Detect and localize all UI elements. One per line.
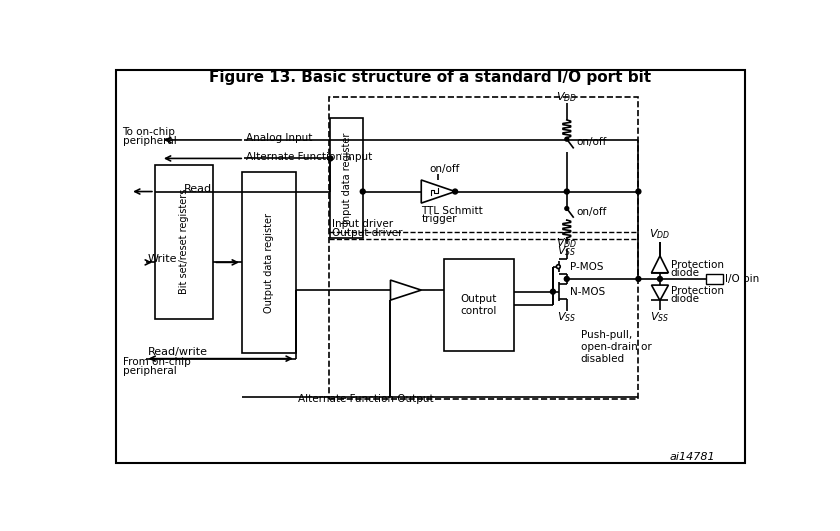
Text: From on-chip: From on-chip [123,357,190,367]
Text: Read: Read [184,184,213,194]
Circle shape [360,189,365,194]
Text: Figure 13. Basic structure of a standard I/O port bit: Figure 13. Basic structure of a standard… [209,70,652,85]
Polygon shape [422,180,455,203]
Bar [155,165,213,319]
Circle shape [564,137,569,141]
Text: diode: diode [671,268,700,278]
Circle shape [564,207,569,210]
Circle shape [658,277,663,281]
Text: $V_{DD}$: $V_{DD}$ [556,236,577,250]
Text: $V_{SS}$: $V_{SS}$ [557,310,576,324]
Text: N-MOS: N-MOS [570,287,605,297]
Text: trigger: trigger [422,215,457,224]
Text: Bit set/reset registers: Bit set/reset registers [179,189,189,294]
Circle shape [453,189,458,194]
Bar [330,118,363,238]
Bar [329,97,638,399]
Text: Protection: Protection [671,286,724,296]
Text: Input driver: Input driver [332,219,393,229]
Text: Input data register: Input data register [342,132,352,224]
Text: Protection: Protection [671,260,724,270]
Text: diode: diode [671,294,700,304]
Text: on/off: on/off [576,137,606,147]
Text: Write: Write [148,253,177,263]
Text: Read/write: Read/write [148,347,208,357]
Text: Output data register: Output data register [264,213,274,313]
Text: $V_{DD}$: $V_{DD}$ [556,90,577,104]
Circle shape [636,277,641,281]
Polygon shape [652,256,669,273]
Text: peripheral: peripheral [123,136,176,147]
Text: Alternate Function Output: Alternate Function Output [298,393,433,404]
Text: $V_{SS}$: $V_{SS}$ [650,311,669,324]
Text: Output driver: Output driver [332,228,402,238]
Text: Analog Input: Analog Input [246,133,312,143]
Circle shape [636,189,641,194]
Text: I/O pin: I/O pin [726,274,759,284]
Text: Alternate Function Input: Alternate Function Input [246,152,372,162]
Text: on/off: on/off [576,207,606,217]
Bar [242,172,296,353]
Text: $V_{DD}$: $V_{DD}$ [649,227,670,241]
Circle shape [564,189,570,194]
Circle shape [556,264,560,269]
Text: $V_{SS}$: $V_{SS}$ [557,245,576,259]
Text: P-MOS: P-MOS [570,262,603,272]
Circle shape [564,277,570,281]
Text: ai14781: ai14781 [669,452,715,462]
Bar [706,273,723,284]
Text: Push-pull,
open-drain or
disabled: Push-pull, open-drain or disabled [580,330,651,364]
Circle shape [550,289,555,294]
Polygon shape [391,280,422,300]
Text: To on-chip: To on-chip [123,127,176,137]
Text: peripheral: peripheral [123,366,176,376]
Polygon shape [652,285,669,301]
Text: on/off: on/off [429,164,459,174]
Bar [444,259,514,351]
Text: Output
control: Output control [460,294,496,315]
Circle shape [328,156,333,161]
Text: TTL Schmitt: TTL Schmitt [422,206,483,216]
